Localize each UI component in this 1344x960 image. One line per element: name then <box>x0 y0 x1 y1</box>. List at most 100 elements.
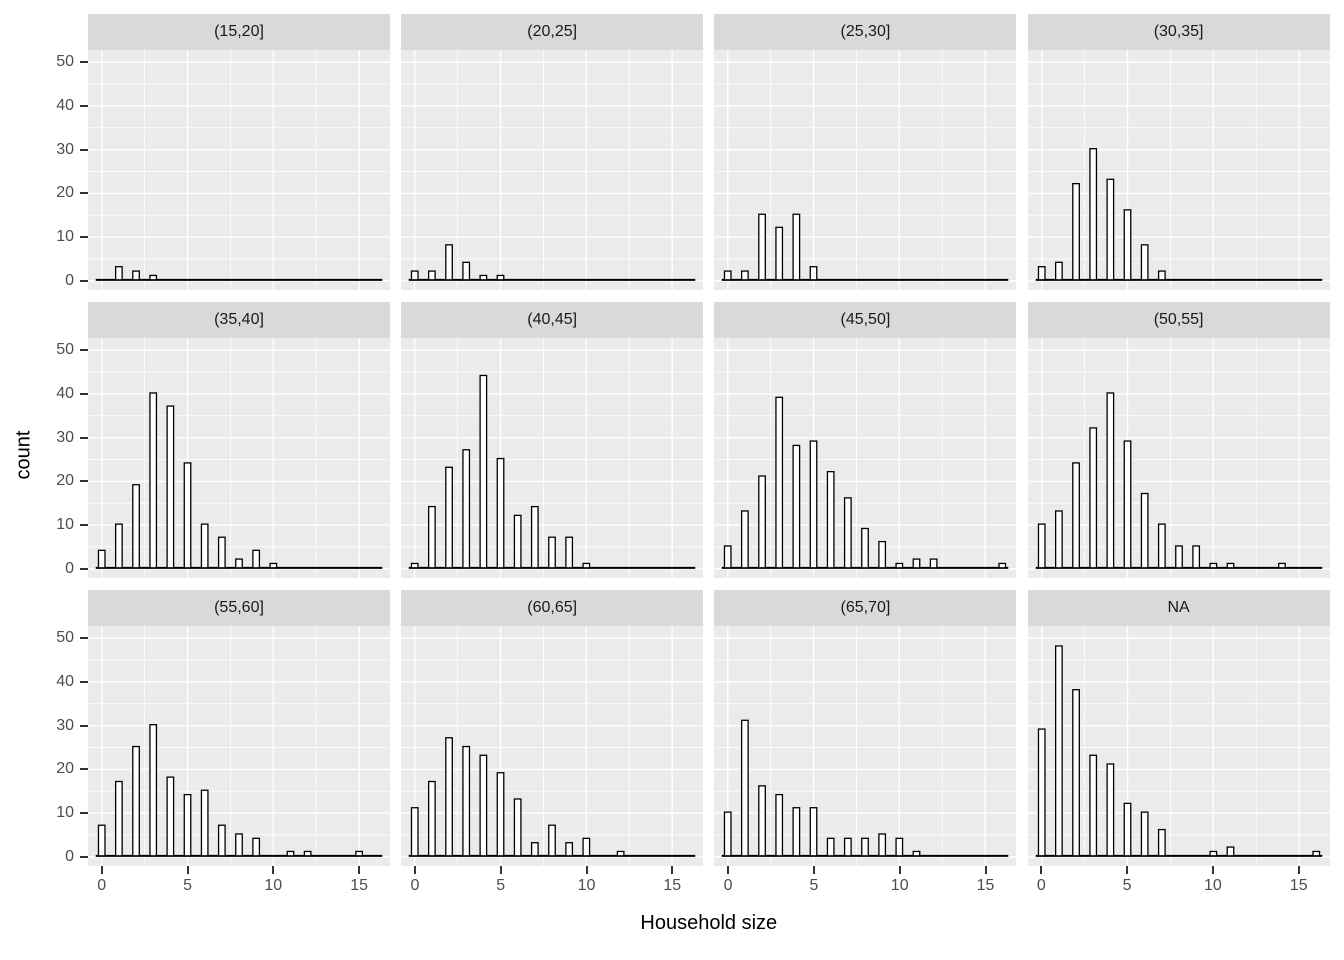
histogram-bar <box>411 807 419 857</box>
histogram-bar <box>895 837 904 857</box>
histogram-bar <box>861 527 870 569</box>
y-tick-label: 40 <box>56 384 74 402</box>
histogram-bar <box>496 457 505 569</box>
facet-strip-label: (35,40] <box>88 302 390 338</box>
x-tick-label: 5 <box>809 877 819 894</box>
histogram-bar <box>1088 148 1097 281</box>
y-axis-tick <box>80 768 88 771</box>
x-axis-tick <box>1297 866 1300 874</box>
histogram-bar <box>775 396 784 569</box>
y-axis-tick <box>80 236 88 239</box>
histogram-bar <box>1054 510 1063 569</box>
facet-strip-label: (15,20] <box>88 14 390 50</box>
histogram-bar <box>166 405 175 569</box>
y-tick-label: 0 <box>65 559 74 577</box>
facet-strip-label: (65,70] <box>714 590 1017 626</box>
histogram-bar <box>132 745 140 857</box>
x-tick-label: 5 <box>183 877 192 894</box>
histogram-bar <box>496 274 505 281</box>
histogram-bar <box>758 785 767 857</box>
y-tick-label: 30 <box>56 716 74 734</box>
histogram-bar <box>741 719 750 857</box>
histogram-bar <box>428 780 436 857</box>
histogram-bar <box>462 449 471 569</box>
histogram-bar <box>235 833 243 857</box>
histogram-bar <box>844 497 853 569</box>
y-tick-label: 20 <box>56 760 74 778</box>
histogram-bar <box>132 484 140 569</box>
x-tick-label: 15 <box>976 877 995 894</box>
x-axis-tick <box>499 866 502 874</box>
y-axis-tick <box>80 349 88 352</box>
histogram-bar <box>97 549 106 569</box>
histogram-bar <box>114 523 123 569</box>
y-tick-label: 30 <box>56 428 74 446</box>
x-axis-tick <box>100 866 103 874</box>
histogram-plot <box>714 338 1017 578</box>
facet-panel <box>1027 50 1330 290</box>
histogram-bar <box>252 549 261 569</box>
y-tick-label: 20 <box>56 472 74 490</box>
histogram-bar <box>149 724 158 857</box>
facet-panel <box>714 626 1017 866</box>
facet-panel <box>401 50 704 290</box>
x-axis-tick <box>1211 866 1214 874</box>
histogram-bar <box>200 789 209 857</box>
x-axis-tick <box>358 866 361 874</box>
histogram-bar <box>1209 562 1217 569</box>
x-tick-label: 5 <box>496 877 506 894</box>
facet-strip-label: (55,60] <box>88 590 390 626</box>
y-axis-tick <box>80 279 88 282</box>
histogram-bar <box>895 562 904 569</box>
histogram-bar <box>878 833 887 857</box>
histogram-bar <box>775 793 784 857</box>
histogram-plot <box>1027 626 1330 866</box>
histogram-plot <box>88 626 390 866</box>
histogram-bar <box>479 274 488 281</box>
histogram-bar <box>1157 523 1166 569</box>
y-tick-label: 50 <box>56 629 74 647</box>
x-axis-tick <box>984 866 987 874</box>
histogram-bar <box>861 837 870 857</box>
histogram-bar <box>496 772 505 857</box>
histogram-bar <box>1123 802 1132 857</box>
histogram-plot <box>88 338 390 578</box>
facet-strip-label: (60,65] <box>401 590 704 626</box>
histogram-bar <box>582 562 591 569</box>
histogram-bar <box>428 505 436 569</box>
histogram-bar <box>775 226 784 281</box>
histogram-bar <box>1037 523 1046 569</box>
facet-strip-label: (40,45] <box>401 302 704 338</box>
histogram-bar <box>217 536 226 569</box>
histogram-plot <box>714 626 1017 866</box>
y-axis-tick <box>80 812 88 815</box>
histogram-bar <box>132 270 140 281</box>
histogram-bar <box>114 266 123 281</box>
y-axis-tick <box>80 61 88 64</box>
y-tick-label: 10 <box>56 228 74 246</box>
histogram-bar <box>1106 763 1114 857</box>
y-axis-tick <box>80 480 88 483</box>
y-axis-tick <box>80 436 88 439</box>
x-tick-label: 10 <box>264 877 283 894</box>
histogram-bar <box>428 270 436 281</box>
histogram-bar <box>912 850 921 857</box>
histogram-bar <box>792 807 801 857</box>
y-tick-label: 10 <box>56 804 74 822</box>
facet-strip-label: (25,30] <box>714 14 1017 50</box>
facet-strip-label: NA <box>1027 590 1330 626</box>
histogram-bar <box>810 266 818 281</box>
histogram-bar <box>183 462 192 569</box>
histogram-plot <box>714 50 1017 290</box>
x-axis-tick <box>585 866 588 874</box>
x-tick-label: 15 <box>663 877 682 894</box>
histogram-bar <box>531 842 539 857</box>
histogram-bar <box>252 837 261 857</box>
histogram-bar <box>930 558 938 569</box>
histogram-bar <box>724 545 733 569</box>
histogram-bar <box>827 837 835 857</box>
histogram-bar <box>1106 392 1114 569</box>
histogram-bar <box>810 807 818 857</box>
y-tick-label: 50 <box>56 53 74 71</box>
